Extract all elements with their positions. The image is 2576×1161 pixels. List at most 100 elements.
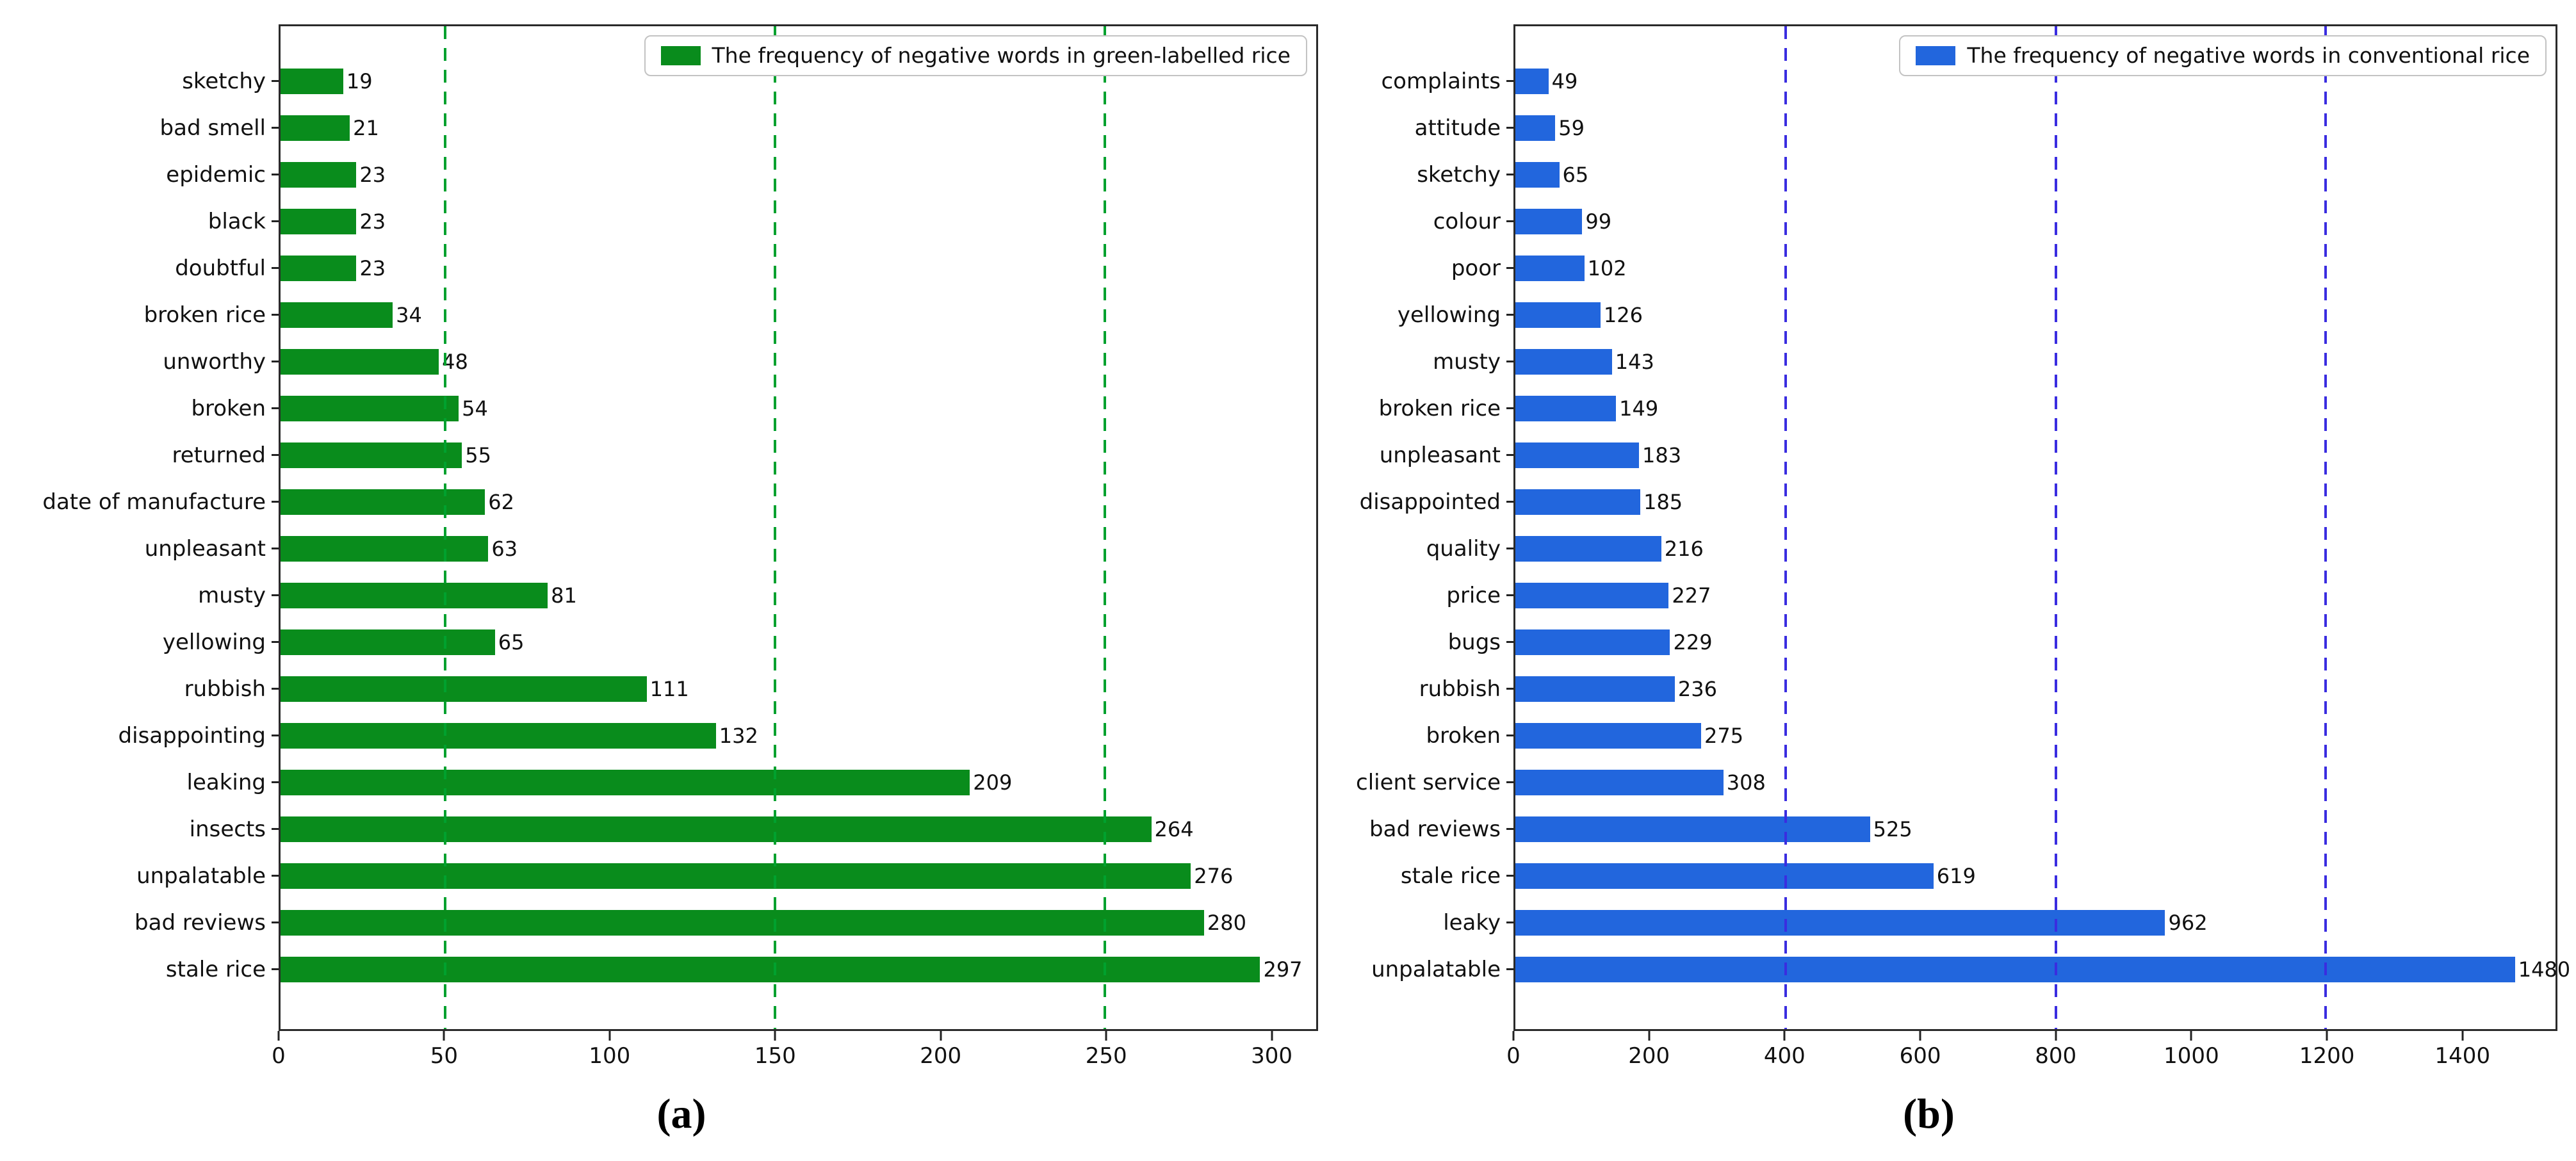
category-row: poor <box>1300 245 1513 291</box>
bar <box>281 582 548 608</box>
y-tick-mark <box>1506 921 1513 923</box>
x-tick-label: 400 <box>1763 1043 1806 1069</box>
bar-row: 19 <box>281 58 1316 104</box>
bar-value-label: 63 <box>491 536 518 561</box>
x-tick-label: 250 <box>1085 1043 1127 1069</box>
bar <box>281 909 1204 936</box>
category-label: sketchy <box>182 68 266 94</box>
bar-row: 23 <box>281 151 1316 198</box>
category-row: yellowing <box>45 619 279 665</box>
bar-value-label: 183 <box>1642 442 1682 467</box>
category-label: colour <box>1433 208 1501 234</box>
bar <box>1515 816 1870 842</box>
bar <box>281 956 1260 982</box>
y-tick-mark <box>272 548 279 549</box>
y-tick-mark <box>272 735 279 736</box>
bar-value-label: 227 <box>1672 583 1711 608</box>
bar-row: 280 <box>281 899 1316 946</box>
y-tick-mark <box>272 828 279 830</box>
category-label: bad smell <box>159 115 266 141</box>
category-label: broken <box>1426 722 1501 749</box>
bar-row: 275 <box>1515 712 2556 759</box>
bar <box>1515 722 1701 749</box>
category-row: broken <box>45 385 279 432</box>
category-row: epidemic <box>45 151 279 198</box>
bar-row: 183 <box>1515 432 2556 478</box>
bar <box>1515 302 1601 328</box>
category-row: broken <box>1300 712 1513 759</box>
x-tick-mark <box>2190 1031 2192 1041</box>
bar <box>281 629 495 655</box>
category-row: rubbish <box>1300 665 1513 712</box>
category-row: bugs <box>1300 619 1513 665</box>
x-tick-mark <box>774 1031 776 1041</box>
category-label: sketchy <box>1417 161 1501 188</box>
bar <box>1515 629 1670 655</box>
bar-row: 143 <box>1515 338 2556 385</box>
bar-value-label: 65 <box>1562 162 1589 187</box>
legend-label: The frequency of negative words in conve… <box>1967 43 2530 68</box>
category-row: yellowing <box>1300 291 1513 338</box>
x-tick-label: 300 <box>1251 1043 1293 1069</box>
y-tick-mark <box>1506 361 1513 362</box>
y-tick-mark <box>272 361 279 362</box>
bar-row: 216 <box>1515 525 2556 572</box>
bar-row: 227 <box>1515 572 2556 619</box>
category-row: unworthy <box>45 338 279 385</box>
category-label: attitude <box>1414 115 1501 141</box>
bar-row: 54 <box>281 385 1316 432</box>
bar-value-label: 236 <box>1677 676 1717 701</box>
bar-row: 525 <box>1515 806 2556 852</box>
x-tick-label: 1200 <box>2299 1043 2355 1069</box>
category-label: poor <box>1451 255 1501 281</box>
y-tick-mark <box>1506 828 1513 830</box>
bar <box>281 302 393 328</box>
category-label: bad reviews <box>1369 816 1501 842</box>
bar-value-label: 19 <box>346 69 373 93</box>
bar-row: 308 <box>1515 759 2556 806</box>
bar <box>281 161 357 188</box>
bar <box>281 769 970 795</box>
bar-value-label: 280 <box>1207 910 1246 935</box>
category-label: broken rice <box>1378 395 1501 421</box>
bar <box>281 676 647 702</box>
category-label: musty <box>1433 348 1501 375</box>
bar-row: 23 <box>281 245 1316 291</box>
category-row: quality <box>1300 525 1513 572</box>
bar <box>281 722 716 749</box>
category-label: unworthy <box>163 348 266 375</box>
bar-value-label: 81 <box>551 583 577 608</box>
category-label: unpleasant <box>1379 442 1501 468</box>
y-tick-mark <box>272 501 279 503</box>
bar-value-label: 297 <box>1263 957 1303 982</box>
category-row: disappointing <box>45 712 279 759</box>
y-tick-mark <box>1506 127 1513 129</box>
y-axis-labels: sketchy bad smell epidemic black doubtful bro… <box>42 24 279 1031</box>
y-tick-mark <box>272 127 279 129</box>
x-axis: 0 50 100 150 200 250 300 <box>272 1031 1318 1076</box>
bar-row: 55 <box>281 432 1316 478</box>
category-row: broken rice <box>45 291 279 338</box>
bar <box>281 68 343 94</box>
bar-value-label: 264 <box>1154 816 1194 841</box>
category-label: client service <box>1356 769 1501 795</box>
bar <box>1515 208 1583 234</box>
category-label: quality <box>1426 535 1501 562</box>
bar <box>281 395 459 421</box>
category-row: rubbish <box>45 665 279 712</box>
y-tick-mark <box>1506 314 1513 316</box>
bar-row: 236 <box>1515 665 2556 712</box>
bar-value-label: 209 <box>973 770 1013 795</box>
x-tick-mark <box>1919 1031 1921 1041</box>
bar-value-label: 185 <box>1643 489 1683 514</box>
bar-row: 49 <box>1515 58 2556 104</box>
category-label: yellowing <box>1397 302 1501 328</box>
category-row: complaints <box>1300 58 1513 104</box>
y-tick-mark <box>272 267 279 269</box>
category-label: insects <box>189 816 266 842</box>
x-tick-label: 800 <box>2035 1043 2077 1069</box>
bar <box>281 535 489 562</box>
x-tick-label: 200 <box>920 1043 962 1069</box>
category-label: broken rice <box>143 302 266 328</box>
x-tick-label: 100 <box>589 1043 631 1069</box>
